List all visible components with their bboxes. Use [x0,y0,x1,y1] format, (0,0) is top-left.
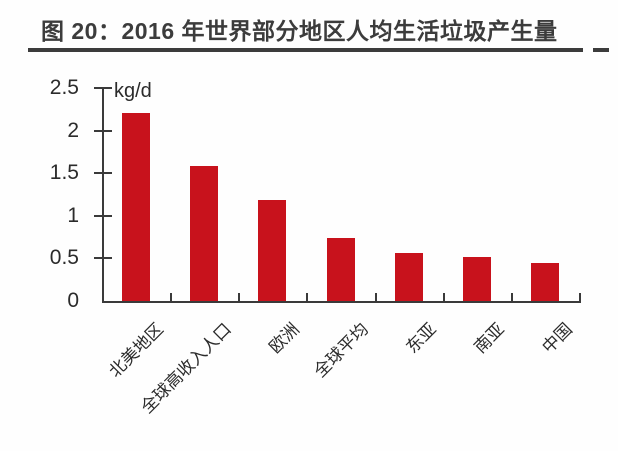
x-axis-label: 东亚 [402,319,440,358]
title-underline [28,48,583,52]
y-axis-tick-label: 0 [67,289,79,312]
y-axis-unit-label: kg/d [114,80,152,102]
x-axis-label: 中国 [538,319,576,358]
bar-东亚 [395,253,423,301]
y-tick [94,257,112,260]
bar-全球高收入人口 [190,166,218,301]
y-tick [94,129,112,132]
x-tick [579,293,581,301]
x-axis-label: 北美地区 [105,319,168,382]
y-axis-tick-label: 1.5 [49,161,79,185]
x-tick [306,293,308,301]
y-tick [94,214,112,217]
x-axis-label: 欧洲 [265,319,304,358]
x-axis-line [102,301,581,303]
x-tick [170,293,172,301]
y-tick [94,172,112,175]
x-tick [375,293,377,301]
y-axis-tick-label: 2.5 [49,76,79,99]
bar-欧洲 [258,200,286,301]
bar-中国 [531,263,559,301]
y-tick [94,87,112,89]
y-axis-tick-label: 1 [67,203,79,227]
x-tick [443,293,445,301]
x-tick [511,293,513,301]
title-underline-dash [593,48,609,52]
x-tick [238,293,240,301]
bar-南亚 [463,257,491,301]
x-axis-label: 全球平均 [309,319,372,382]
x-axis-label: 南亚 [470,319,508,358]
bar-北美地区 [122,113,150,301]
bar-全球平均 [327,238,355,301]
figure-title: 图 20：2016 年世界部分地区人均生活垃圾产生量 [41,18,558,44]
y-axis-line [102,88,104,303]
y-axis-tick-label: 2 [67,118,79,142]
y-axis-tick-label: 0.5 [49,246,79,270]
